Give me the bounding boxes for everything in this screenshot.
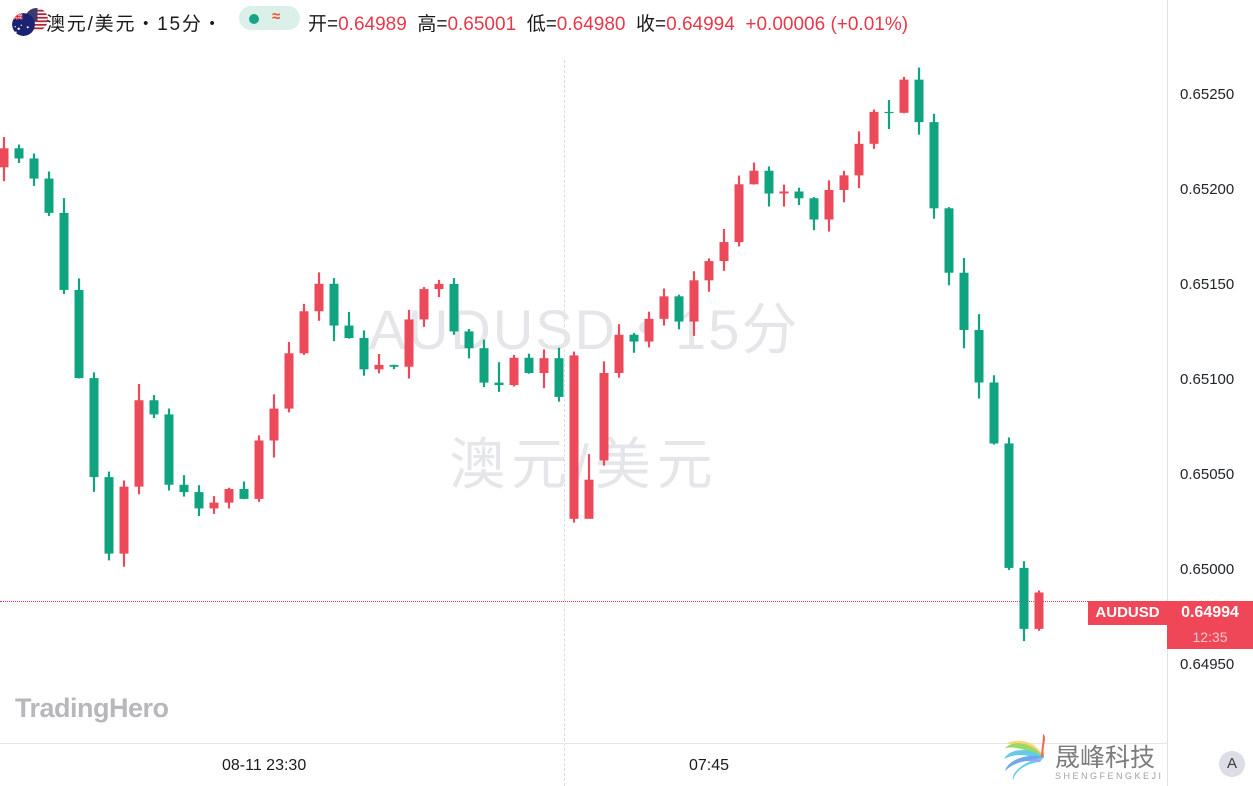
svg-text:SHENGFENGKEJI: SHENGFENGKEJI <box>1055 771 1164 781</box>
svg-text:晟峰科技: 晟峰科技 <box>1055 744 1155 772</box>
